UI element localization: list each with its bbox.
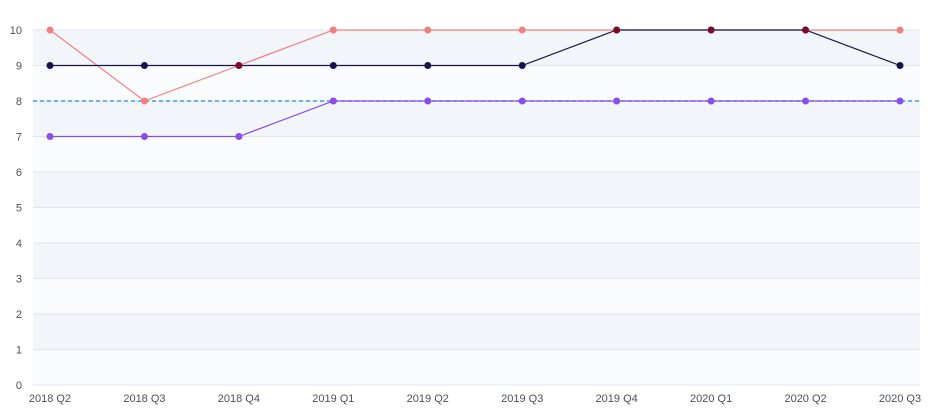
series-point-0 xyxy=(896,26,904,34)
grid-band-6 xyxy=(33,136,920,172)
series-point-1 xyxy=(424,62,432,69)
series-point-2 xyxy=(802,97,810,105)
series-point-2 xyxy=(896,97,904,105)
series-point-2 xyxy=(140,133,148,140)
y-tick-label: 4 xyxy=(16,238,22,250)
x-tick-label: 2018 Q2 xyxy=(29,393,71,405)
y-tick-label: 8 xyxy=(16,96,22,108)
grid-band-5 xyxy=(33,172,920,208)
grid-band-4 xyxy=(33,207,920,243)
series-point-2 xyxy=(707,97,715,105)
series-point-2 xyxy=(235,133,243,140)
grid-band-3 xyxy=(33,243,920,279)
series-point-2 xyxy=(424,97,432,105)
series-point-1 xyxy=(613,26,621,34)
series-point-2 xyxy=(46,133,54,140)
background-bands xyxy=(33,30,920,385)
grid-band-9 xyxy=(33,30,920,66)
y-tick-label: 7 xyxy=(16,132,22,144)
series-point-1 xyxy=(140,62,148,69)
y-tick-label: 5 xyxy=(16,203,22,215)
y-tick-label: 2 xyxy=(16,309,22,321)
y-tick-label: 6 xyxy=(16,167,22,179)
grid-band-1 xyxy=(33,314,920,350)
series-point-0 xyxy=(329,26,337,34)
series-point-2 xyxy=(613,97,621,105)
x-axis-tick-labels: 2018 Q2 2018 Q3 2018 Q4 2019 Q1 2019 Q2 2019 … xyxy=(29,393,921,405)
series-point-1 xyxy=(518,62,526,69)
series-point-1 xyxy=(329,62,337,69)
x-tick-label: 2020 Q2 xyxy=(784,393,826,405)
series-point-2 xyxy=(518,97,526,105)
x-tick-label: 2018 Q3 xyxy=(123,393,165,405)
grid-band-7 xyxy=(33,101,920,137)
series-point-0 xyxy=(46,26,54,34)
series-point-1 xyxy=(802,26,810,34)
series-point-1 xyxy=(235,62,243,69)
series-point-0 xyxy=(424,26,432,34)
x-tick-label: 2018 Q4 xyxy=(218,393,260,405)
y-tick-label: 1 xyxy=(16,345,22,357)
grid-band-2 xyxy=(33,278,920,314)
series-point-1 xyxy=(46,62,54,69)
series-point-0 xyxy=(518,26,526,34)
y-tick-label: 9 xyxy=(16,61,22,73)
y-tick-label: 10 xyxy=(10,25,22,37)
x-tick-label: 2019 Q1 xyxy=(312,393,354,405)
y-tick-label: 0 xyxy=(16,380,22,392)
y-tick-label: 3 xyxy=(16,274,22,286)
x-tick-label: 2020 Q1 xyxy=(690,393,732,405)
series-point-0 xyxy=(140,97,148,105)
series-point-1 xyxy=(896,62,904,69)
series-points xyxy=(46,26,904,140)
series-line-2 xyxy=(50,100,900,138)
x-tick-label: 2019 Q3 xyxy=(501,393,543,405)
x-tick-label: 2019 Q4 xyxy=(596,393,638,405)
series-lines xyxy=(49,29,901,138)
grid-band-8 xyxy=(33,65,920,101)
grid-band-0 xyxy=(33,349,920,385)
y-axis-tick-labels: 0 1 2 3 4 5 6 7 8 9 10 xyxy=(10,25,22,392)
series-line-1 xyxy=(50,29,901,67)
series-point-2 xyxy=(329,97,337,105)
x-tick-label: 2019 Q2 xyxy=(407,393,449,405)
series-point-1 xyxy=(707,26,715,34)
x-tick-label: 2020 Q3 xyxy=(879,393,921,405)
